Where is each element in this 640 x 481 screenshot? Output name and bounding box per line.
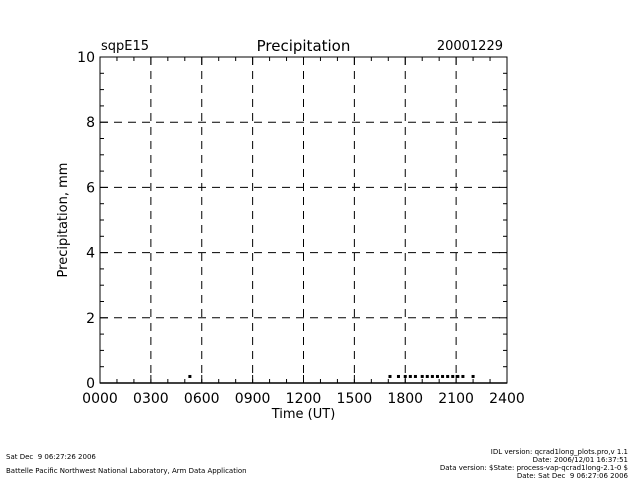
x-tick-label: 0000 xyxy=(82,391,118,407)
x-tick-label: 0900 xyxy=(235,391,271,407)
y-tick-label: 2 xyxy=(86,311,95,327)
data-point xyxy=(456,374,460,378)
date-label: 20001229 xyxy=(437,39,503,54)
data-point xyxy=(188,374,192,378)
x-tick-label: 0600 xyxy=(184,391,220,407)
data-point xyxy=(451,374,455,378)
data-point xyxy=(396,374,400,378)
chart-title: Precipitation xyxy=(257,37,351,55)
data-point xyxy=(435,374,439,378)
y-tick-label: 6 xyxy=(86,180,95,196)
y-tick-label: 8 xyxy=(86,115,95,131)
x-tick-label: 1200 xyxy=(286,391,322,407)
data-point xyxy=(430,374,434,378)
x-axis-label: Time (UT) xyxy=(271,407,336,422)
footer-idl-version: IDL version: qcrad1long_plots.pro,v 1.1 xyxy=(490,448,628,456)
data-point xyxy=(413,374,417,378)
x-tick-label: 0300 xyxy=(133,391,169,407)
footer-timestamp: Sat Dec 9 06:27:26 2006 xyxy=(6,453,96,461)
footer-data-version: Data version: $State: process-vap-qcrad1… xyxy=(439,464,628,472)
footer-data-date: Date: Sat Dec 9 06:27:06 2006 xyxy=(516,472,628,480)
x-tick-label: 1500 xyxy=(337,391,373,407)
y-tick-label: 0 xyxy=(86,376,95,392)
x-tick-label: 2400 xyxy=(489,391,525,407)
y-tick-label: 10 xyxy=(77,50,95,66)
y-axis-label: Precipitation, mm xyxy=(56,163,71,278)
footer-idl-date: Date: 2006/12/01 16:37:51 xyxy=(532,456,628,464)
data-point xyxy=(446,374,450,378)
data-point xyxy=(403,374,407,378)
data-point xyxy=(388,374,392,378)
data-point xyxy=(471,374,475,378)
x-tick-label: 1800 xyxy=(387,391,423,407)
y-tick-label: 4 xyxy=(86,246,95,262)
site-label: sqpE15 xyxy=(101,39,149,54)
footer-lab-credit: Battelle Pacific Northwest National Labo… xyxy=(6,467,247,475)
data-point xyxy=(441,374,445,378)
data-point xyxy=(425,374,429,378)
data-point xyxy=(408,374,412,378)
data-point xyxy=(420,374,424,378)
x-tick-label: 2100 xyxy=(438,391,474,407)
data-point xyxy=(461,374,465,378)
